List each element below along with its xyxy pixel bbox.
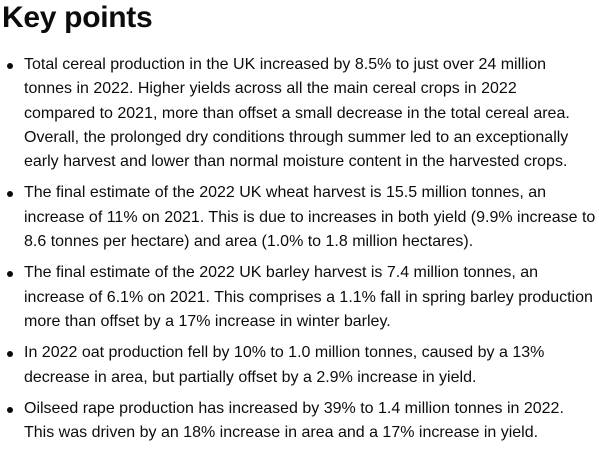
bullet-item: Oilseed rape production has increased by…: [0, 397, 599, 446]
bullet-text-line: In 2022 oat production fell by 10% to 1.…: [24, 344, 545, 362]
bullet-item: The final estimate of the 2022 UK barley…: [0, 261, 599, 334]
bullet-text-line: Total cereal production in the UK increa…: [24, 56, 547, 73]
bullet-item: The final estimate of the 2022 UK wheat …: [0, 181, 599, 254]
bullet-text-line: 8.6 tonnes per hectare) and area (1.0% t…: [24, 233, 474, 251]
bullet-text-line: The final estimate of the 2022 UK wheat …: [24, 184, 547, 202]
bullet-item: In 2022 oat production fell by 10% to 1.…: [0, 341, 599, 390]
bullet-text-line: This was driven by an 18% increase in ar…: [24, 424, 539, 442]
bullet-text-line: Overall, the prolonged dry conditions th…: [24, 128, 569, 146]
bullet-text-line: more than offset by a 17% increase in wi…: [24, 312, 391, 330]
bullet-text-line: Oilseed rape production has increased by…: [24, 399, 564, 417]
bullet-text-line: increase of 11% on 2021. This is due to …: [24, 208, 596, 226]
heading: Key points: [2, 1, 153, 34]
bullet-item: Total cereal production in the UK increa…: [0, 53, 599, 174]
bullet-text-line: early harvest and lower than normal mois…: [24, 153, 568, 171]
key-points-list: Total cereal production in the UK increa…: [0, 53, 599, 452]
bullet-text-line: increase of 6.1% on 2021. This comprises…: [24, 288, 593, 306]
page: Key points Total cereal production in th…: [2, 1, 595, 441]
bullet-text-line: The final estimate of the 2022 UK barley…: [24, 264, 539, 282]
bullet-text-line: tonnes in 2022. Higher yields across all…: [24, 80, 517, 98]
bullet-text-line: compared to 2021, more than offset a sma…: [24, 104, 570, 122]
bullet-text-line: decrease in area, but partially offset b…: [24, 368, 477, 386]
